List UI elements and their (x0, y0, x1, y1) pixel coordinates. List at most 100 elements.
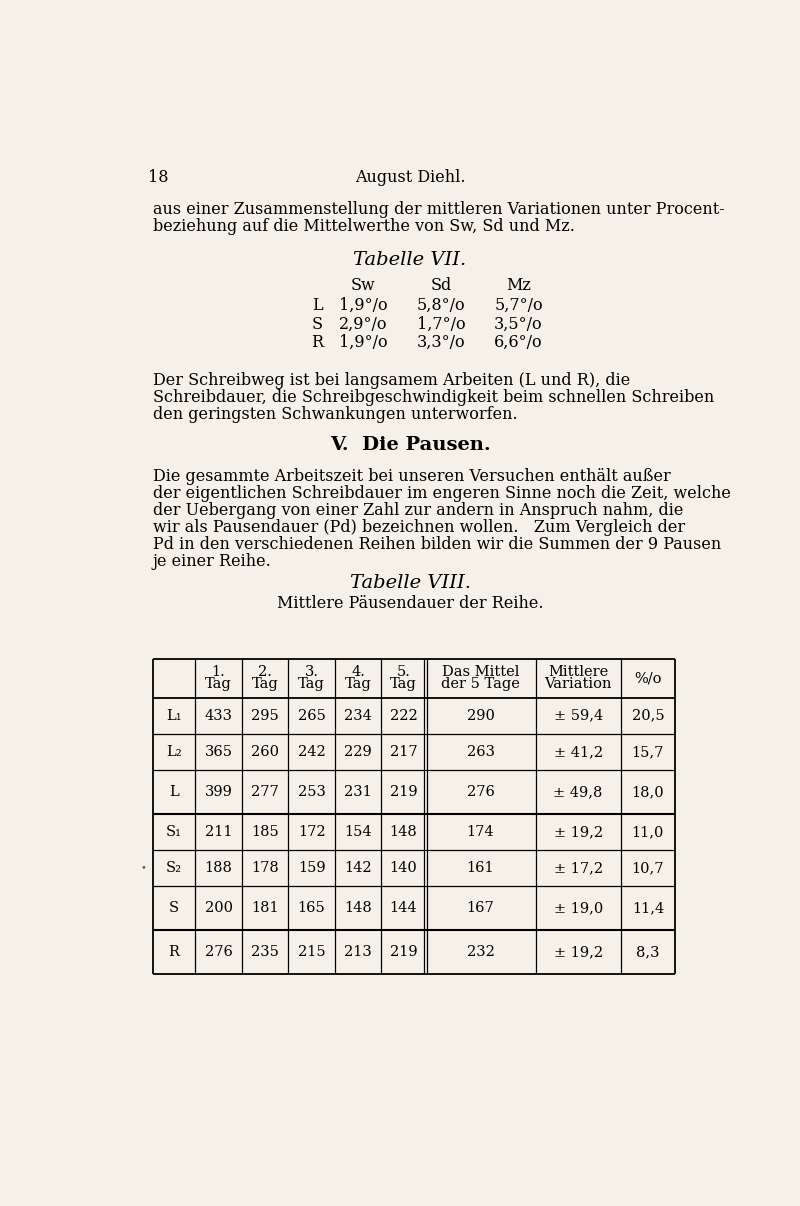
Text: 10,7: 10,7 (632, 861, 664, 876)
Text: ± 19,0: ± 19,0 (554, 901, 603, 915)
Text: 15,7: 15,7 (632, 745, 664, 759)
Text: Tag: Tag (205, 678, 232, 691)
Text: 295: 295 (251, 709, 279, 722)
Text: Tabelle VIII.: Tabelle VIII. (350, 574, 470, 592)
Text: 181: 181 (251, 901, 279, 915)
Text: 2,9°/o: 2,9°/o (339, 316, 388, 333)
Text: S: S (169, 901, 179, 915)
Text: L₂: L₂ (166, 745, 182, 759)
Text: 217: 217 (390, 745, 418, 759)
Text: 142: 142 (344, 861, 372, 876)
Text: Tag: Tag (345, 678, 371, 691)
Text: den geringsten Schwankungen unterworfen.: den geringsten Schwankungen unterworfen. (153, 405, 518, 423)
Text: 5,8°/o: 5,8°/o (417, 297, 466, 315)
Text: Pd in den verschiedenen Reihen bilden wir die Summen der 9 Pausen: Pd in den verschiedenen Reihen bilden wi… (153, 535, 721, 552)
Text: S₁: S₁ (166, 825, 182, 839)
Text: wir als Pausendauer (Pd) bezeichnen wollen.   Zum Vergleich der: wir als Pausendauer (Pd) bezeichnen woll… (153, 519, 685, 535)
Text: 2.: 2. (258, 666, 272, 679)
Text: 253: 253 (298, 785, 326, 798)
Text: 140: 140 (390, 861, 418, 876)
Text: 213: 213 (344, 946, 372, 959)
Text: Tag: Tag (298, 678, 325, 691)
Text: 154: 154 (344, 825, 372, 839)
Text: 174: 174 (466, 825, 494, 839)
Text: 3,3°/o: 3,3°/o (417, 334, 466, 351)
Text: 18: 18 (148, 169, 169, 187)
Text: 215: 215 (298, 946, 326, 959)
Text: %/o: %/o (634, 672, 662, 685)
Text: 18,0: 18,0 (632, 785, 664, 798)
Text: 433: 433 (205, 709, 233, 722)
Text: 5.: 5. (397, 666, 410, 679)
Text: R: R (169, 946, 179, 959)
Text: Mittlere Päusendauer der Reihe.: Mittlere Päusendauer der Reihe. (277, 596, 543, 613)
Text: 242: 242 (298, 745, 326, 759)
Text: Der Schreibweg ist bei langsamem Arbeiten (L und R), die: Der Schreibweg ist bei langsamem Arbeite… (153, 371, 630, 388)
Text: 232: 232 (466, 946, 494, 959)
Text: 11,0: 11,0 (632, 825, 664, 839)
Text: 399: 399 (205, 785, 233, 798)
Text: 1,7°/o: 1,7°/o (417, 316, 466, 333)
Text: 276: 276 (466, 785, 494, 798)
Text: 365: 365 (205, 745, 233, 759)
Text: 165: 165 (298, 901, 326, 915)
Text: 3,5°/o: 3,5°/o (494, 316, 543, 333)
Text: ± 17,2: ± 17,2 (554, 861, 602, 876)
Text: S: S (311, 316, 322, 333)
Text: 11,4: 11,4 (632, 901, 664, 915)
Text: Mittlere: Mittlere (548, 666, 608, 679)
Text: Das Mittel: Das Mittel (442, 666, 519, 679)
Text: 188: 188 (205, 861, 233, 876)
Text: ± 19,2: ± 19,2 (554, 946, 602, 959)
Text: 1,9°/o: 1,9°/o (339, 297, 388, 315)
Text: 4.: 4. (351, 666, 365, 679)
Text: ± 49,8: ± 49,8 (554, 785, 603, 798)
Text: 265: 265 (298, 709, 326, 722)
Text: L₁: L₁ (166, 709, 182, 722)
Text: 161: 161 (466, 861, 494, 876)
Text: 148: 148 (390, 825, 418, 839)
Text: 219: 219 (390, 946, 418, 959)
Text: 1,9°/o: 1,9°/o (339, 334, 388, 351)
Text: 6,6°/o: 6,6°/o (494, 334, 543, 351)
Text: beziehung auf die Mittelwerthe von Sw, Sd und Mz.: beziehung auf die Mittelwerthe von Sw, S… (153, 218, 574, 235)
Text: der Uebergang von einer Zahl zur andern in Anspruch nahm, die: der Uebergang von einer Zahl zur andern … (153, 502, 683, 519)
Text: 20,5: 20,5 (632, 709, 664, 722)
Text: 3.: 3. (305, 666, 318, 679)
Text: 229: 229 (344, 745, 372, 759)
Text: R: R (311, 334, 323, 351)
Text: 276: 276 (205, 946, 233, 959)
Text: 1.: 1. (212, 666, 226, 679)
Text: 290: 290 (466, 709, 494, 722)
Text: Tag: Tag (390, 678, 417, 691)
Text: 234: 234 (344, 709, 372, 722)
Text: 178: 178 (251, 861, 279, 876)
Text: 172: 172 (298, 825, 326, 839)
Text: Variation: Variation (545, 678, 612, 691)
Text: Tag: Tag (252, 678, 278, 691)
Text: Mz: Mz (506, 277, 531, 294)
Text: aus einer Zusammenstellung der mittleren Variationen unter Procent-: aus einer Zusammenstellung der mittleren… (153, 201, 725, 218)
Text: Tabelle VII.: Tabelle VII. (354, 251, 466, 269)
Text: 148: 148 (344, 901, 372, 915)
Text: 8,3: 8,3 (636, 946, 660, 959)
Text: der 5 Tage: der 5 Tage (441, 678, 520, 691)
Text: 219: 219 (390, 785, 418, 798)
Text: L: L (169, 785, 179, 798)
Text: ± 41,2: ± 41,2 (554, 745, 602, 759)
Text: 167: 167 (466, 901, 494, 915)
Text: V.  Die Pausen.: V. Die Pausen. (330, 435, 490, 453)
Text: 222: 222 (390, 709, 418, 722)
Text: Die gesammte Arbeitszeit bei unseren Versuchen enthält außer: Die gesammte Arbeitszeit bei unseren Ver… (153, 468, 670, 485)
Text: der eigentlichen Schreibdauer im engeren Sinne noch die Zeit, welche: der eigentlichen Schreibdauer im engeren… (153, 485, 730, 502)
Text: 263: 263 (466, 745, 494, 759)
Text: S₂: S₂ (166, 861, 182, 876)
Text: 185: 185 (251, 825, 279, 839)
Text: 277: 277 (251, 785, 279, 798)
Text: 159: 159 (298, 861, 326, 876)
Text: August Diehl.: August Diehl. (354, 169, 466, 187)
Text: L: L (312, 297, 322, 315)
Text: 144: 144 (390, 901, 418, 915)
Text: je einer Reihe.: je einer Reihe. (153, 552, 271, 569)
Text: ± 59,4: ± 59,4 (554, 709, 603, 722)
